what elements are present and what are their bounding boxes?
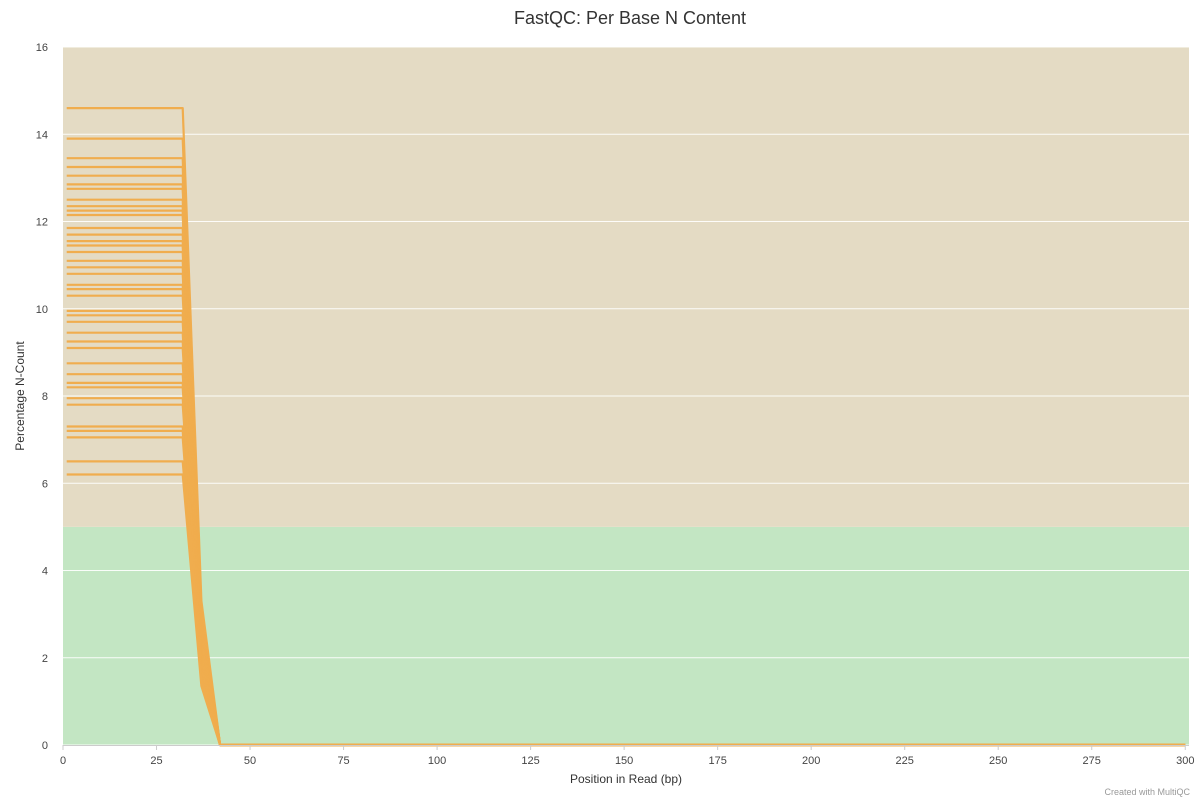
x-tick-label: 275 xyxy=(1083,755,1101,767)
x-tick-label: 150 xyxy=(615,755,633,767)
x-tick-label: 175 xyxy=(708,755,726,767)
x-tick-label: 250 xyxy=(989,755,1007,767)
x-tick-label: 75 xyxy=(337,755,349,767)
x-tick-label: 125 xyxy=(521,755,539,767)
y-tick-label: 16 xyxy=(36,42,48,54)
x-tick-label: 225 xyxy=(896,755,914,767)
y-axis-title: Percentage N-Count xyxy=(13,341,27,451)
x-tick-label: 100 xyxy=(428,755,446,767)
x-tick-label: 300 xyxy=(1176,755,1194,767)
plot-background xyxy=(63,47,1189,745)
y-tick-label: 0 xyxy=(42,740,48,752)
axes: 0 25 50 75 100 125 150 175 200 225 250 275 300 0 2 4 6 8 1… xyxy=(36,42,1195,767)
chart-title: FastQC: Per Base N Content xyxy=(514,8,746,28)
x-tick-label: 50 xyxy=(244,755,256,767)
credits-label[interactable]: Created with MultiQC xyxy=(1104,787,1190,797)
y-tick-label: 2 xyxy=(42,653,48,665)
band-warn xyxy=(63,47,1189,527)
x-axis-title: Position in Read (bp) xyxy=(570,772,682,786)
y-tick-label: 8 xyxy=(42,391,48,403)
x-tick-label: 25 xyxy=(150,755,162,767)
x-tick-label: 200 xyxy=(802,755,820,767)
grid xyxy=(63,46,1189,746)
y-tick-label: 12 xyxy=(36,217,48,229)
y-tick-label: 4 xyxy=(42,566,48,578)
y-tick-label: 14 xyxy=(36,129,48,141)
x-tick-label: 0 xyxy=(60,755,66,767)
y-tick-label: 6 xyxy=(42,478,48,490)
band-pass xyxy=(63,526,1189,745)
y-tick-label: 10 xyxy=(36,304,48,316)
